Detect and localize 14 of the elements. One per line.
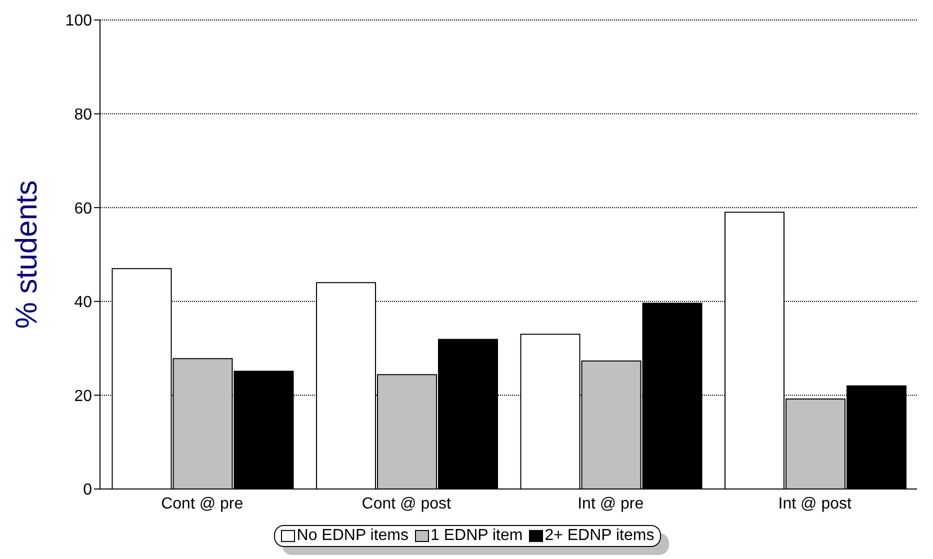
y-axis-title: % students bbox=[10, 180, 44, 329]
y-tick-label: 100 bbox=[65, 12, 92, 30]
y-tick-label: 40 bbox=[74, 294, 92, 312]
legend-label: 1 EDNP item bbox=[430, 527, 523, 545]
x-tick-label: Cont @ pre bbox=[161, 495, 244, 512]
legend-label: No EDNP items bbox=[296, 527, 408, 545]
y-tick-label: 80 bbox=[74, 106, 92, 124]
x-tick-label: Int @ post bbox=[778, 495, 852, 512]
y-tick-label: 20 bbox=[74, 388, 92, 405]
x-tick-label: Cont @ post bbox=[362, 495, 452, 512]
legend-label: 2+ EDNP items bbox=[544, 527, 654, 545]
x-tick-label: Int @ pre bbox=[578, 495, 644, 512]
y-tick-label: 60 bbox=[74, 200, 92, 218]
y-tick-label: 0 bbox=[83, 482, 92, 499]
